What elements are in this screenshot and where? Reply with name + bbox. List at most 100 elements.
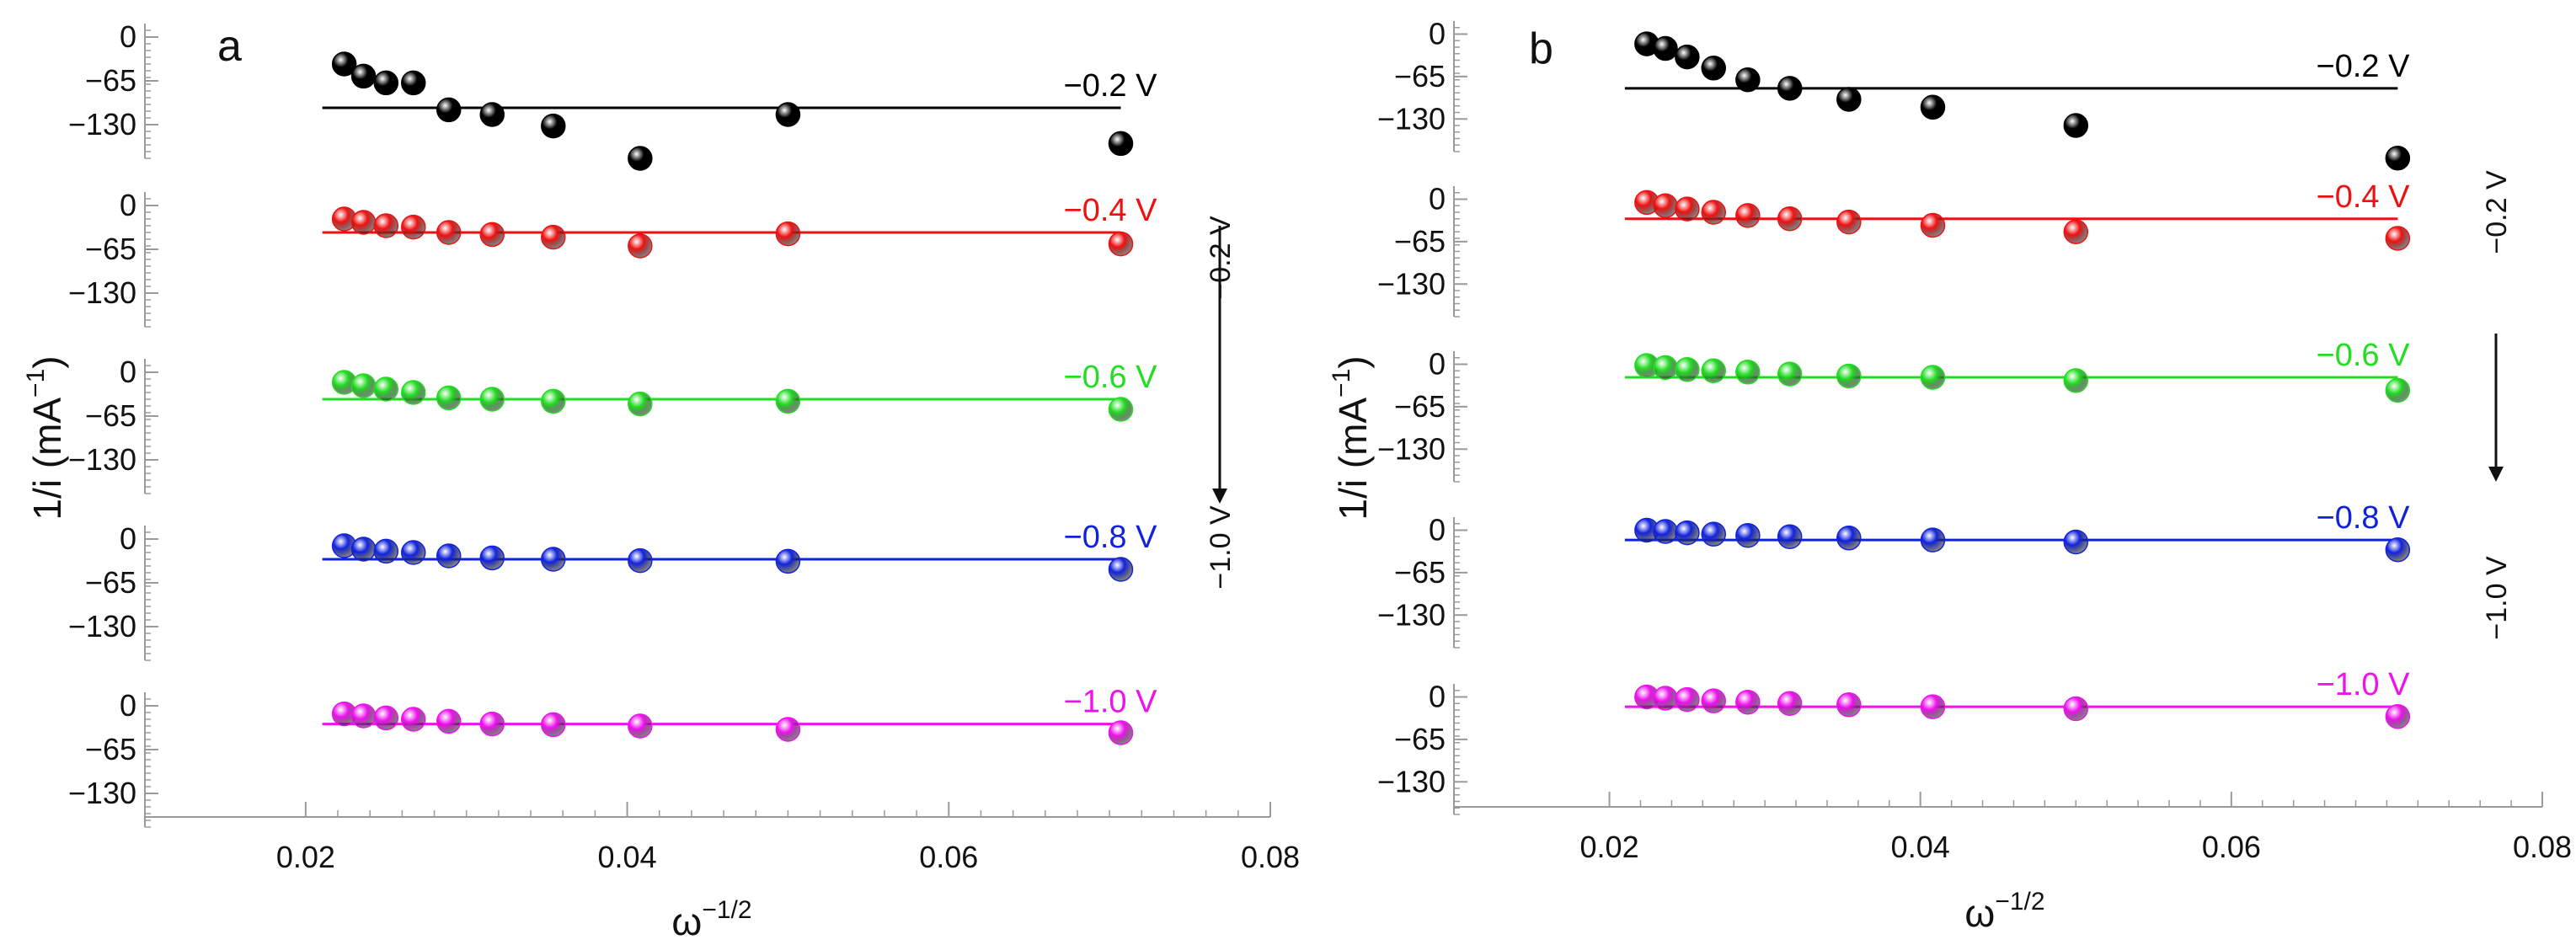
data-point — [331, 51, 357, 77]
panel-b: 0.02 0.04 0.06 0.08 ω−1/2 1/i (mA−1) b 0 −65 −130… — [1328, 17, 2572, 936]
series-label: −0.8 V — [2317, 500, 2411, 536]
data-point — [1920, 527, 1946, 553]
data-point — [1653, 35, 1678, 61]
x-axis-title: ω−1/2 — [671, 896, 751, 943]
data-point — [1653, 355, 1678, 381]
series-0-2-v: 0 −65 −130 −0.2 V — [1377, 17, 2410, 171]
x-tick-label: 0.06 — [2202, 830, 2261, 864]
data-point — [436, 543, 462, 569]
data-point — [479, 222, 505, 248]
y-tick-label: −65 — [1394, 59, 1446, 93]
panel-label: a — [217, 22, 242, 71]
data-point — [541, 388, 566, 414]
y-tick-label: −130 — [1377, 431, 1446, 466]
panel-label: b — [1529, 24, 1553, 73]
y-tick-label: −130 — [68, 776, 136, 810]
y-tick-label: −130 — [68, 107, 136, 141]
data-point — [541, 712, 566, 738]
x-tick-label: 0.04 — [1891, 830, 1950, 864]
data-point — [628, 233, 653, 259]
data-point — [541, 224, 566, 250]
data-point — [1675, 356, 1700, 382]
x-axis-title-sup: −1/2 — [702, 896, 751, 924]
y-tick-label: −130 — [68, 442, 136, 477]
data-point — [1701, 200, 1726, 225]
data-point — [1735, 67, 1761, 93]
data-point — [350, 537, 377, 562]
y-tick-label: −65 — [85, 565, 136, 600]
data-point — [541, 113, 566, 139]
data-point — [1653, 686, 1678, 711]
y-tick-label: 0 — [1429, 347, 1446, 382]
series-label: −0.6 V — [2317, 338, 2411, 373]
y-axis-title-main: 1/i (mA — [25, 398, 69, 521]
data-point — [2063, 696, 2089, 722]
data-point — [628, 391, 653, 417]
data-point — [775, 388, 801, 414]
data-point — [1735, 689, 1761, 715]
y-tick-label: −65 — [85, 732, 136, 766]
data-point — [350, 63, 377, 89]
data-point — [1777, 76, 1803, 101]
data-point — [1675, 196, 1700, 222]
x-tick-label: 0.02 — [276, 840, 335, 874]
data-point — [628, 713, 653, 739]
y-tick-label: −130 — [1377, 764, 1446, 798]
x-tick-label: 0.08 — [2513, 830, 2572, 864]
series-label: −0.4 V — [1064, 193, 1158, 228]
data-point — [400, 214, 426, 240]
data-point — [400, 70, 426, 96]
y-axis-title: 1/i (mA−1) — [1328, 355, 1375, 520]
panel-a: 0.02 0.04 0.06 0.08 ω−1/2 1/i (mA−1) a 0 −65 −130… — [22, 19, 1300, 943]
data-point — [400, 707, 426, 732]
data-point — [1735, 360, 1761, 385]
data-point — [775, 102, 801, 127]
data-point — [1920, 365, 1946, 390]
series-label: −1.0 V — [2317, 667, 2411, 702]
y-tick-label: 0 — [1429, 17, 1446, 51]
data-point — [1108, 131, 1134, 157]
y-tick-label: −65 — [85, 63, 136, 98]
data-point — [400, 540, 426, 565]
data-point — [1836, 363, 1862, 389]
series-label: −0.6 V — [1064, 360, 1158, 395]
series-label: −1.0 V — [1064, 685, 1158, 720]
series-label: −0.8 V — [1064, 520, 1158, 555]
x-tick-label: 0.02 — [1580, 830, 1639, 864]
data-point — [628, 146, 653, 171]
series-0-6-v: 0 −65 −130 −0.6 V — [1377, 338, 2411, 483]
y-tick-label: −130 — [68, 609, 136, 643]
data-point — [1836, 209, 1862, 235]
data-point — [1701, 56, 1726, 81]
y-tick-label: 0 — [120, 355, 136, 389]
data-point — [1836, 526, 1862, 551]
series-0-4-v: 0 −65 −130 −0.4 V — [68, 188, 1158, 328]
y-tick-label: −65 — [1394, 224, 1446, 259]
data-point — [2385, 537, 2411, 563]
y-tick-label: −130 — [1377, 597, 1446, 632]
data-point — [436, 708, 462, 734]
data-point — [436, 385, 462, 411]
data-point — [1920, 212, 1946, 238]
data-point — [2063, 219, 2089, 244]
data-point — [1920, 694, 1946, 719]
data-point — [1777, 206, 1803, 232]
series-label: −0.2 V — [1064, 68, 1158, 104]
data-point — [775, 717, 801, 742]
data-point — [350, 703, 377, 729]
series-0-2-v: 0 −65 −130 −0.2 V — [68, 19, 1158, 171]
y-tick-label: −65 — [1394, 555, 1446, 590]
data-point — [2385, 377, 2411, 403]
data-point — [2385, 704, 2411, 729]
y-tick-label: −65 — [85, 232, 136, 266]
x-tick-label: 0.06 — [919, 840, 978, 874]
x-axis-title-sup: −1/2 — [1995, 888, 2044, 916]
data-point — [479, 102, 505, 127]
y-tick-label: −65 — [1394, 722, 1446, 756]
data-point — [775, 548, 801, 574]
y-axis-title: 1/i (mA−1) — [22, 355, 69, 520]
data-point — [373, 376, 399, 402]
data-point — [628, 547, 653, 574]
y-axis-title-end: ) — [1331, 355, 1375, 368]
